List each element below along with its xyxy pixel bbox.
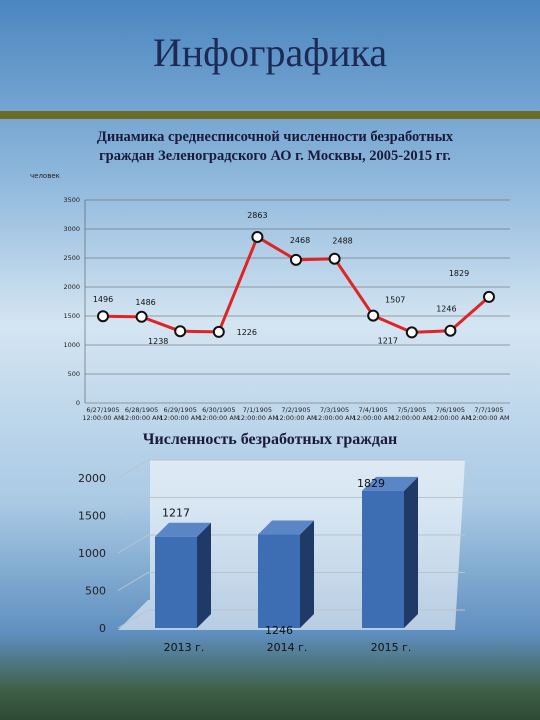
data-label: 1486 xyxy=(135,298,155,307)
x-tick-label: 7/5/1905 12:00:00 AM xyxy=(391,406,433,422)
x-tick-label: 6/27/1905 12:00:00 AM xyxy=(82,406,124,422)
y-axis-label: человек xyxy=(30,172,60,180)
y-tick-label: 3500 xyxy=(63,196,80,204)
marker xyxy=(444,324,457,337)
marker xyxy=(212,325,225,338)
grid-line xyxy=(117,609,465,629)
y-tick-label: 1500 xyxy=(63,312,80,320)
bar xyxy=(155,536,197,628)
bar xyxy=(258,534,300,628)
bar-side xyxy=(300,520,314,628)
data-label: 1246 xyxy=(436,305,456,314)
data-label: 2863 xyxy=(247,211,267,220)
data-label: 1507 xyxy=(385,296,405,305)
y-tick-label: 0 xyxy=(76,399,80,407)
data-label: 1217 xyxy=(378,336,398,345)
y-tick-label: 3000 xyxy=(63,225,80,233)
chart2-title: Численность безработных граждан xyxy=(143,431,397,448)
marker xyxy=(483,290,495,303)
y-tick-label: 1000 xyxy=(63,341,80,349)
x-tick-label: 6/28/1905 12:00:00 AM xyxy=(120,406,163,422)
marker xyxy=(328,252,341,265)
x-tick-label: 7/6/1905 12:00:00 AM xyxy=(429,406,472,422)
grid-line xyxy=(117,572,465,591)
x-tick-label: 7/3/1905 12:00:00 AM xyxy=(313,406,356,422)
divider xyxy=(0,111,540,119)
grid-line xyxy=(117,497,465,516)
slide-title: Инфографика xyxy=(153,30,388,75)
x-tick-label: 7/2/1905 12:00:00 AM xyxy=(275,406,317,422)
bar xyxy=(362,490,404,628)
bar-top xyxy=(258,520,314,535)
data-label: 2488 xyxy=(332,237,352,246)
grid-line xyxy=(117,459,465,479)
bar-top xyxy=(362,476,418,491)
marker xyxy=(135,310,148,323)
y-tick-label: 2000 xyxy=(63,283,80,291)
x-tick-label: 7/4/1905 12:00:00 AM xyxy=(352,406,394,422)
bar-side xyxy=(197,522,211,628)
data-label: 1217 xyxy=(162,507,190,520)
marker xyxy=(174,325,187,338)
chart1-title: Динамика среднесписочной численности без… xyxy=(96,129,454,164)
y-tick-label: 500 xyxy=(68,370,80,378)
marker xyxy=(405,326,418,339)
y-tick-label: 0 xyxy=(99,622,106,635)
data-label: 1829 xyxy=(449,269,469,278)
x-tick-label: 6/30/1905 12:00:00 AM xyxy=(198,406,240,422)
x-tick-label: 2014 г. xyxy=(267,641,308,654)
marker xyxy=(367,309,380,322)
marker xyxy=(97,310,109,323)
y-tick-label: 2000 xyxy=(78,472,106,485)
x-tick-label: 7/1/1905 12:00:00 AM xyxy=(236,406,279,422)
x-tick-label: 6/29/1905 12:00:00 AM xyxy=(159,406,201,422)
data-label: 1238 xyxy=(148,337,168,346)
x-tick-label: 2013 г. xyxy=(164,641,205,654)
data-label: 1829 xyxy=(357,477,385,490)
bar-side xyxy=(404,476,418,628)
data-label: 1496 xyxy=(93,295,113,304)
marker xyxy=(290,253,302,266)
y-tick-label: 1000 xyxy=(78,547,106,560)
line xyxy=(102,234,490,334)
y-tick-label: 2500 xyxy=(63,254,80,262)
data-label: 2468 xyxy=(290,236,310,245)
grid-line xyxy=(117,534,465,554)
data-label: 1246 xyxy=(265,624,293,637)
x-tick-label: 7/7/1905 12:00:00 AM xyxy=(468,406,510,422)
chart1-title-box: Динамика среднесписочной численности без… xyxy=(96,129,454,164)
y-tick-label: 1500 xyxy=(78,510,106,523)
bar-top xyxy=(155,522,211,537)
y-tick-label: 500 xyxy=(85,585,106,598)
marker xyxy=(251,230,264,243)
x-tick-label: 2015 г. xyxy=(371,641,412,654)
data-label: 1226 xyxy=(237,328,257,337)
